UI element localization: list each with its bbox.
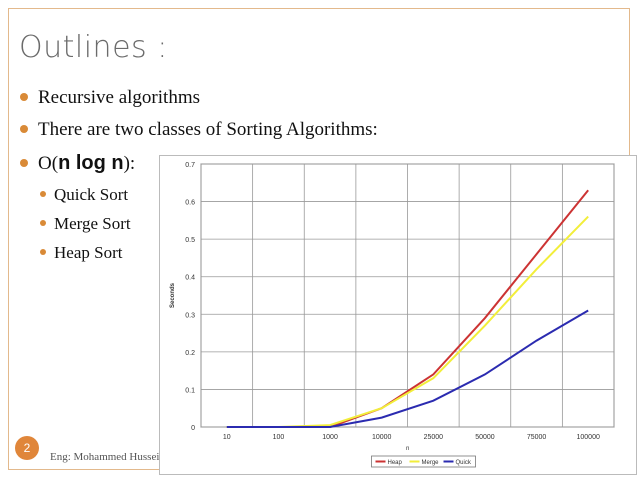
x-tick-label: 100: [273, 434, 285, 441]
legend-box: [371, 455, 476, 468]
bullet-dot-icon: [40, 191, 46, 198]
sub-bullet-text: Merge Sort: [54, 214, 131, 233]
x-tick-label: 25000: [424, 434, 444, 441]
page-number-badge: 2: [15, 436, 39, 460]
sub-bullet-text: Heap Sort: [54, 243, 123, 262]
sub-bullet-heap-sort: Heap Sort: [40, 243, 122, 263]
bullet-text: Recursive algorithms: [38, 87, 200, 108]
y-tick-label: 0.4: [185, 275, 195, 282]
bullet-classes: There are two classes of Sorting Algorit…: [20, 119, 378, 141]
bullet-dot-icon: [40, 249, 46, 256]
y-tick-label: 0.3: [185, 312, 195, 319]
y-tick-label: 0: [191, 425, 195, 432]
x-tick-label: 50000: [475, 434, 495, 441]
bullet-recursive: Recursive algorithms: [20, 87, 200, 109]
bullet-dot-icon: [20, 124, 28, 133]
bullet-dot-icon: [20, 158, 28, 167]
bullet-text: There are two classes of Sorting Algorit…: [38, 119, 378, 140]
complexity-prefix: O(: [38, 153, 59, 174]
footer-author: Eng: Mohammed Hussein: [50, 451, 165, 463]
complexity-term: n log n: [58, 152, 124, 174]
x-tick-label: 10000: [372, 434, 392, 441]
legend-label: Quick: [456, 460, 472, 466]
bullet-complexity: O(n log n):: [20, 152, 135, 175]
bullet-dot-icon: [20, 92, 28, 101]
x-tick-label: 10: [223, 434, 231, 441]
sorting-time-chart: 0 0.1 0.2 0.3 0.4 0.5 0.6 0.7 10 100 1000 10000 2500…: [159, 155, 637, 475]
x-tick-label: 1000: [322, 434, 338, 441]
sub-bullet-quick-sort: Quick Sort: [40, 185, 128, 205]
x-axis-label: n: [406, 446, 410, 452]
legend-label: Heap: [388, 460, 403, 466]
complexity-suffix: ):: [123, 153, 136, 174]
y-axis-label: Seconds: [170, 282, 176, 308]
x-tick-label: 100000: [577, 434, 600, 441]
y-tick-label: 0.7: [185, 162, 195, 169]
y-tick-label: 0.2: [185, 350, 195, 357]
y-tick-label: 0.6: [185, 200, 195, 207]
slide-title: Outlines :: [19, 30, 168, 65]
x-tick-label: 75000: [527, 434, 547, 441]
sub-bullet-merge-sort: Merge Sort: [40, 214, 131, 234]
sub-bullet-text: Quick Sort: [54, 185, 129, 204]
series-line-quick: [226, 309, 589, 428]
bullet-dot-icon: [40, 220, 46, 227]
chart-svg: 0 0.1 0.2 0.3 0.4 0.5 0.6 0.7 10 100 1000 10000 2500…: [170, 162, 615, 468]
legend-label: Merge: [422, 460, 440, 466]
y-tick-label: 0.5: [185, 237, 195, 244]
y-tick-label: 0.1: [185, 387, 195, 394]
